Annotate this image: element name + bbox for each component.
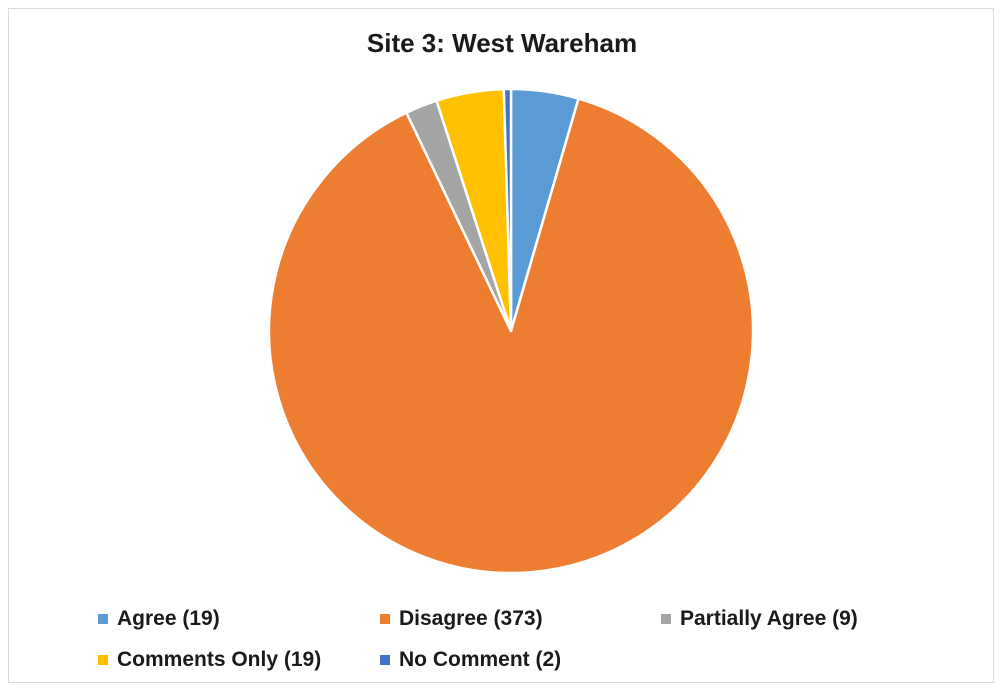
legend-item-agree: Agree (19): [98, 607, 220, 631]
legend-swatch-no-comment: [380, 655, 390, 665]
legend-item-partially-agree: Partially Agree (9): [661, 607, 858, 631]
legend-swatch-partially-agree: [661, 614, 671, 624]
legend-item-no-comment: No Comment (2): [380, 648, 561, 672]
legend-label-disagree: Disagree (373): [399, 607, 543, 630]
legend-label-partially-agree: Partially Agree (9): [680, 607, 858, 630]
legend-item-disagree: Disagree (373): [380, 607, 543, 631]
legend-item-comments-only: Comments Only (19): [98, 648, 321, 672]
legend-swatch-disagree: [380, 614, 390, 624]
pie-slice-no-comment: [502, 87, 513, 333]
chart-title: Site 3: West Wareham: [366, 28, 638, 58]
legend-swatch-comments-only: [98, 655, 108, 665]
pie-slice-disagree: [267, 97, 755, 575]
legend-swatch-agree: [98, 614, 108, 624]
legend-label-comments-only: Comments Only (19): [117, 648, 322, 671]
legend-label-agree: Agree (19): [117, 607, 220, 630]
legend-label-no-comment: No Comment (2): [399, 648, 562, 671]
